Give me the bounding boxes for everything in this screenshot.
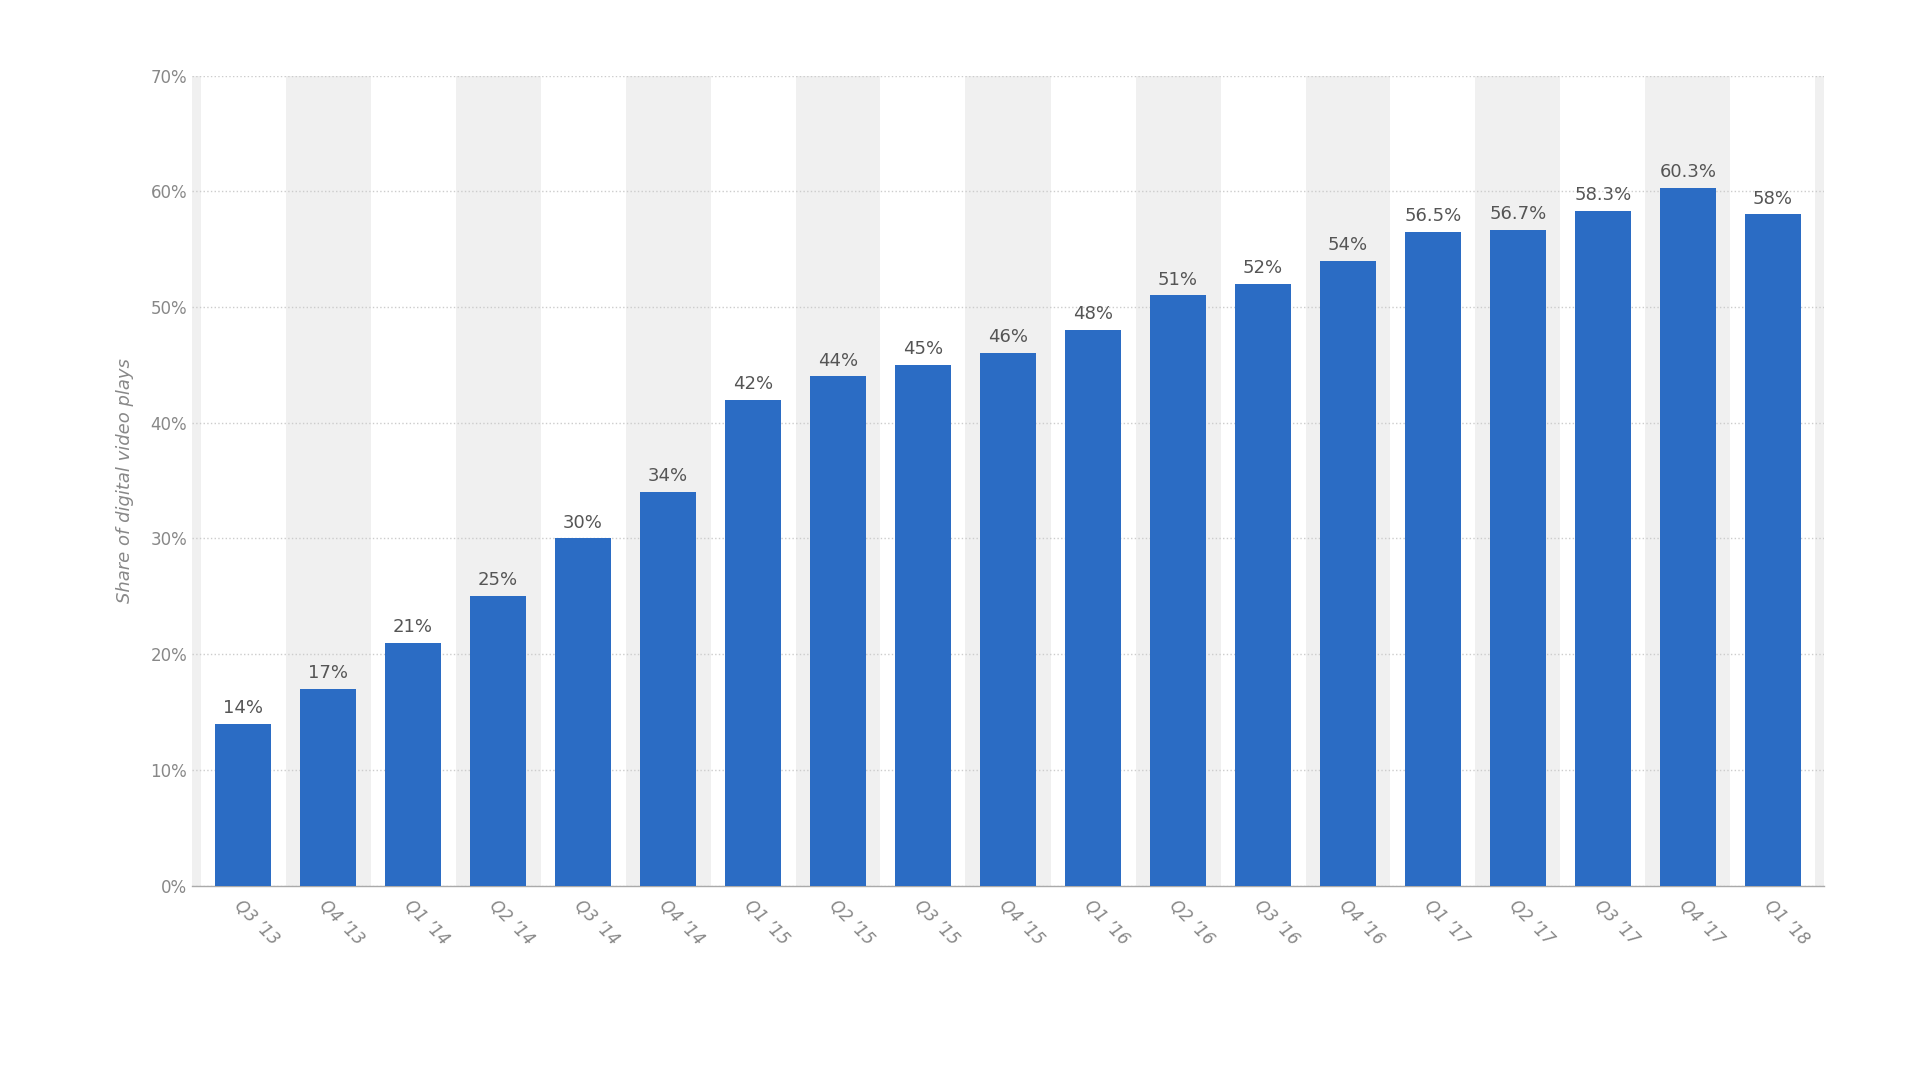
Bar (1730, 76, 1816, 886)
Text: 34%: 34% (647, 468, 687, 485)
Bar (470, 596, 526, 886)
Text: 46%: 46% (989, 328, 1027, 347)
Bar (1221, 76, 1306, 886)
Text: 60.3%: 60.3% (1659, 163, 1716, 181)
Bar (881, 76, 966, 886)
Bar (1235, 284, 1290, 886)
Text: 25%: 25% (478, 571, 518, 590)
Bar (200, 76, 286, 886)
Text: 58%: 58% (1753, 189, 1793, 207)
Text: 21%: 21% (394, 618, 434, 636)
Text: 44%: 44% (818, 351, 858, 369)
Bar (1321, 260, 1375, 886)
Bar (641, 492, 695, 886)
Bar (371, 76, 455, 886)
Text: 52%: 52% (1242, 259, 1283, 276)
Bar (541, 76, 626, 886)
Bar (1066, 330, 1121, 886)
Bar (810, 377, 866, 886)
Bar (386, 643, 440, 886)
Bar (1490, 230, 1546, 886)
Bar (1050, 76, 1135, 886)
Text: 51%: 51% (1158, 270, 1198, 288)
Bar (1405, 232, 1461, 886)
Bar (1745, 215, 1801, 886)
Bar (1561, 76, 1645, 886)
Text: 58.3%: 58.3% (1574, 186, 1632, 204)
Bar (300, 689, 355, 886)
Text: 42%: 42% (733, 375, 774, 393)
Y-axis label: Share of digital video plays: Share of digital video plays (115, 359, 134, 603)
Bar (1661, 188, 1716, 886)
Text: 45%: 45% (902, 340, 943, 357)
Bar (555, 539, 611, 886)
Bar (1576, 211, 1630, 886)
Text: 14%: 14% (223, 699, 263, 717)
Text: 48%: 48% (1073, 306, 1114, 323)
Bar (1150, 296, 1206, 886)
Text: 17%: 17% (307, 664, 348, 681)
Bar (1390, 76, 1475, 886)
Bar (726, 400, 781, 886)
Text: 56.5%: 56.5% (1404, 207, 1461, 225)
Bar (710, 76, 795, 886)
Text: 54%: 54% (1329, 235, 1369, 254)
Bar (895, 365, 950, 886)
Text: 30%: 30% (563, 513, 603, 531)
Bar (215, 724, 271, 886)
Bar (981, 353, 1035, 886)
Text: 56.7%: 56.7% (1490, 204, 1548, 222)
